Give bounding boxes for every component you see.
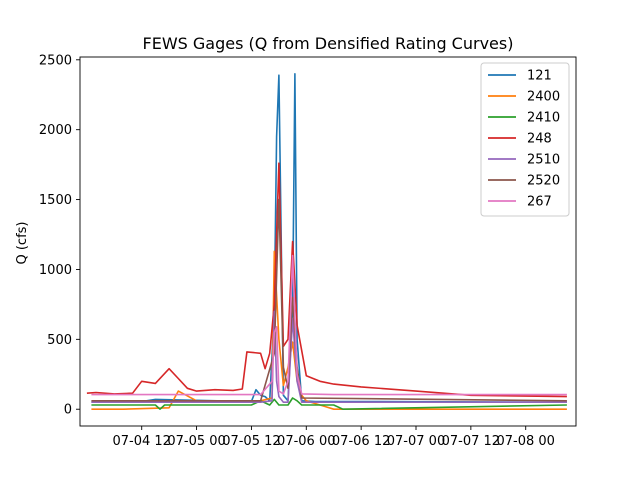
legend-entry-2510: 2510: [527, 153, 560, 168]
x-tick-label: 07-07 12: [442, 434, 500, 449]
chart-title: FEWS Gages (Q from Densified Rating Curv…: [143, 34, 514, 53]
x-tick-label: 07-05 00: [167, 434, 225, 449]
plot-frame: [79, 56, 577, 427]
series-line-2410: [91, 397, 567, 410]
plot-lines: [86, 73, 567, 410]
x-tick-label: 07-05 12: [222, 434, 280, 449]
y-tick-label: 0: [64, 403, 72, 418]
legend-entry-267: 267: [527, 195, 552, 210]
legend-entry-2410: 2410: [527, 111, 560, 126]
series-line-267: [91, 254, 567, 396]
x-tick-label: 07-04 12: [112, 434, 170, 449]
legend-entry-121: 121: [527, 69, 552, 84]
x-tick-label: 07-06 12: [332, 434, 390, 449]
legend-entry-248: 248: [527, 132, 552, 147]
y-tick-label: 500: [47, 333, 72, 348]
y-axis-label: Q (cfs): [15, 221, 30, 264]
legend-entry-2520: 2520: [527, 174, 560, 189]
legend-entry-2400: 2400: [527, 90, 560, 105]
x-tick-label: 07-08 00: [496, 434, 554, 449]
series-line-2510: [91, 310, 567, 403]
y-tick-label: 1500: [39, 193, 72, 208]
y-tick-label: 2500: [39, 53, 72, 68]
y-tick-label: 2000: [39, 123, 72, 138]
x-tick-label: 07-06 00: [277, 434, 335, 449]
y-tick-label: 1000: [39, 263, 72, 278]
legend-box: [480, 62, 570, 217]
series-line-248: [86, 162, 567, 398]
x-tick-label: 07-07 00: [387, 434, 445, 449]
legend: 121 2400 2410 248 2510 2520 267: [480, 62, 570, 217]
